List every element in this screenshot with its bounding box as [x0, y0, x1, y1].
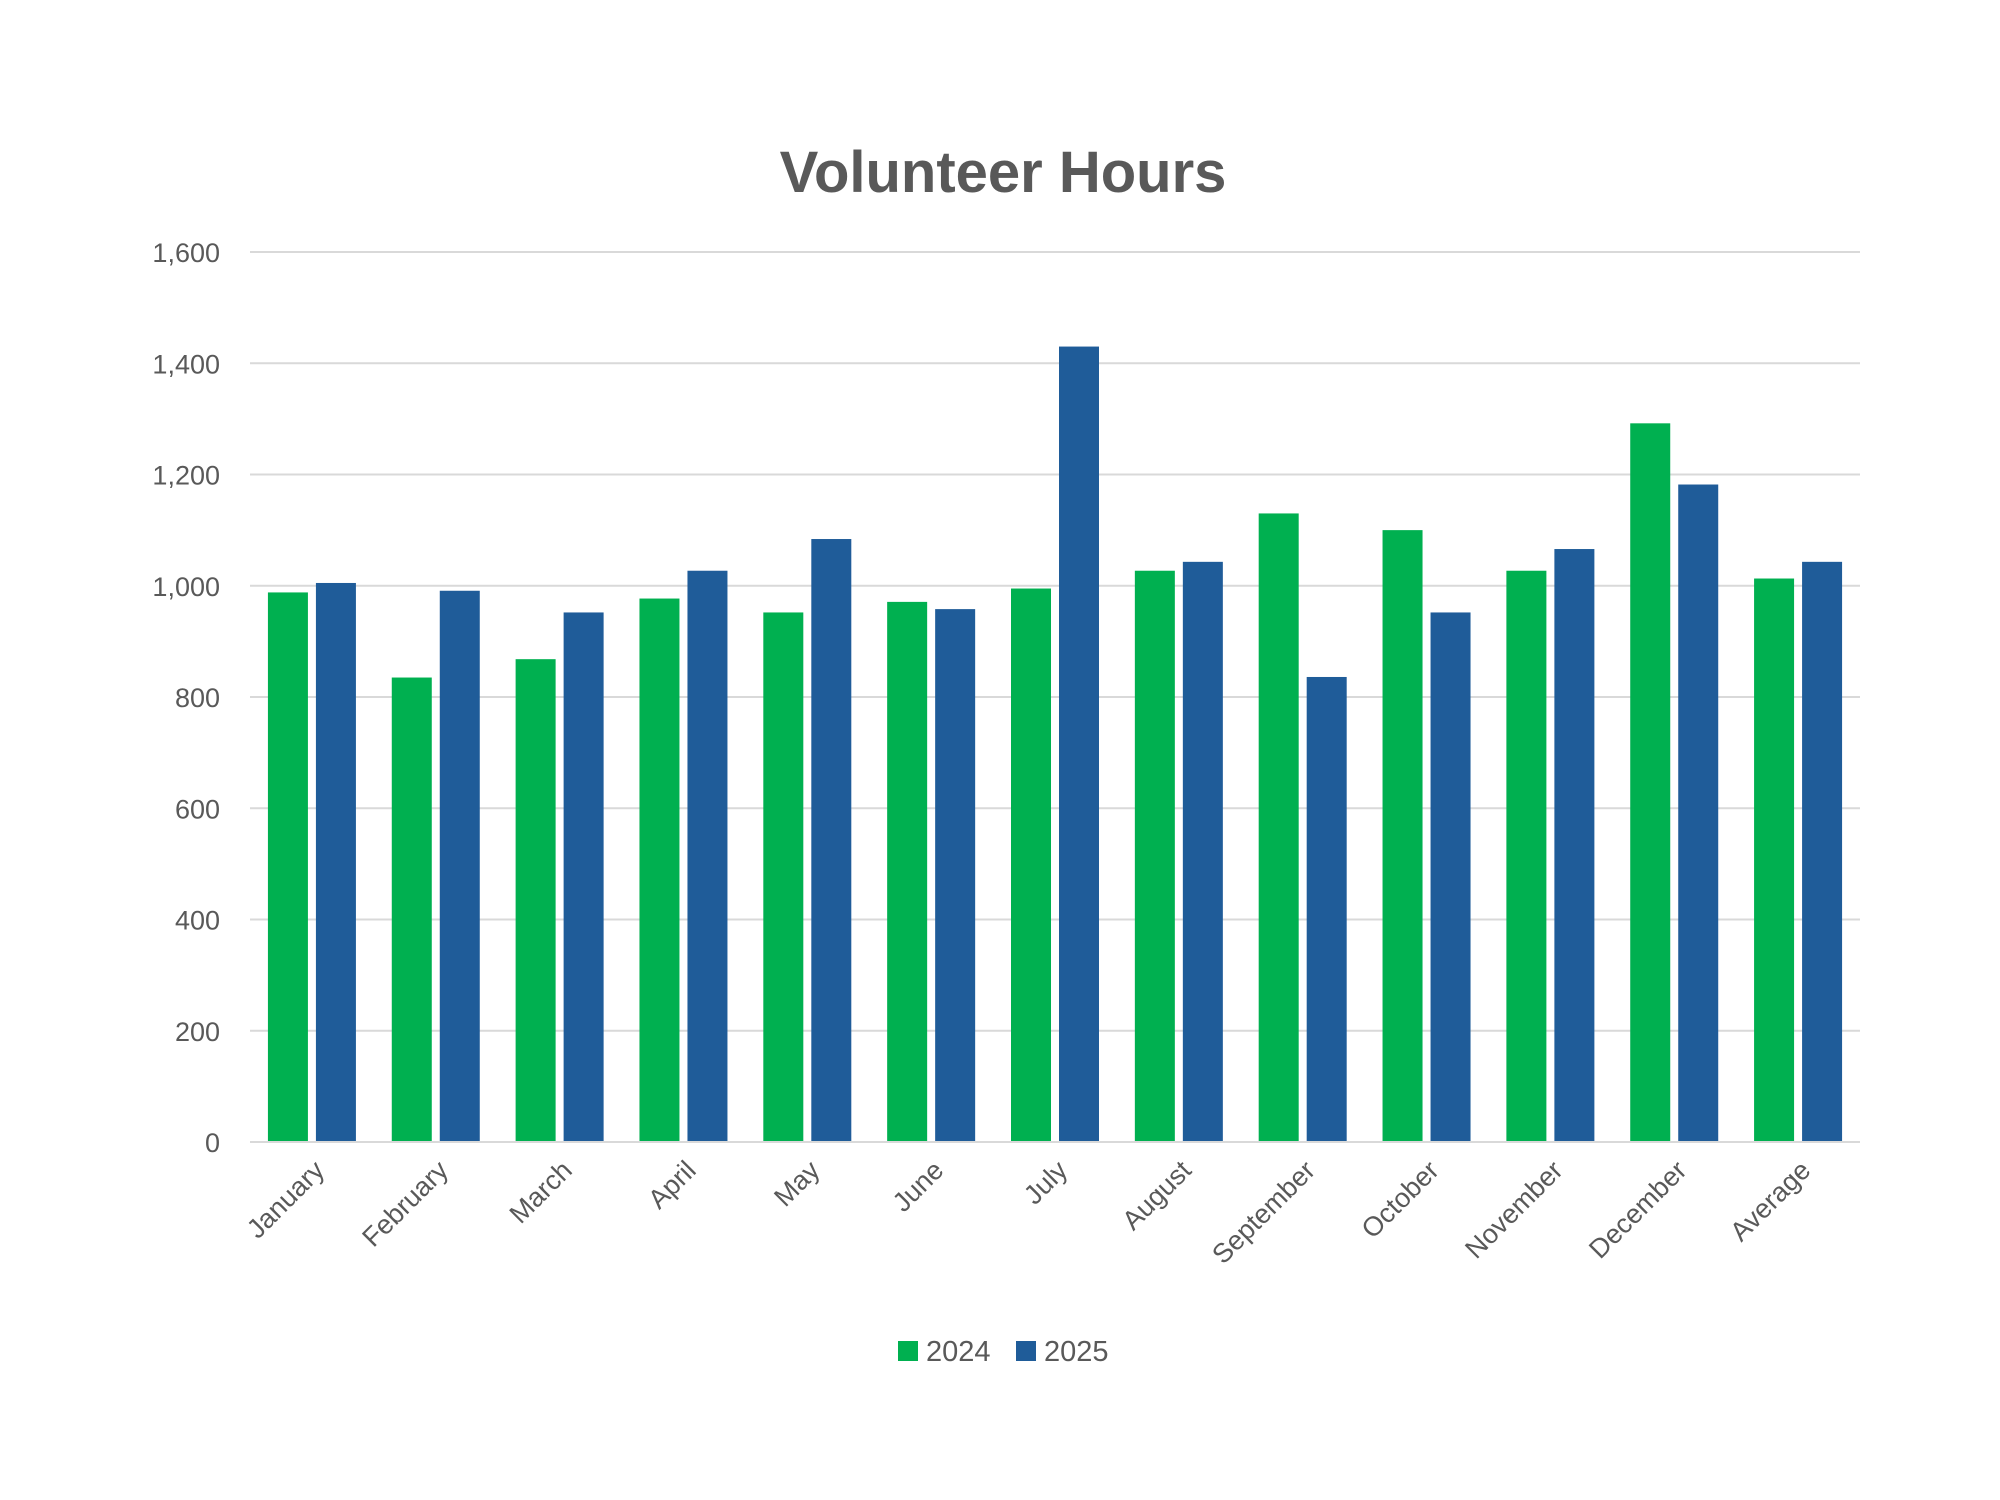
x-tick-label: November — [1459, 1155, 1568, 1264]
gridlines — [250, 251, 1860, 1032]
bar-2024-october — [1382, 530, 1423, 1142]
x-tick-label: Average — [1724, 1155, 1816, 1247]
bar-2025-december — [1678, 484, 1719, 1142]
legend-swatch-2025 — [1016, 1341, 1036, 1361]
bar-2024-august — [1134, 570, 1175, 1142]
bar-2025-february — [439, 590, 480, 1142]
bar-2024-february — [391, 677, 432, 1142]
legend-swatch-2024 — [898, 1341, 918, 1361]
bar-2024-january — [267, 592, 308, 1142]
x-tick-label: August — [1116, 1155, 1197, 1236]
bar-2025-november — [1554, 549, 1595, 1142]
legend-label-2024: 2024 — [926, 1336, 991, 1368]
bar-2024-november — [1506, 570, 1547, 1142]
x-tick-label: December — [1583, 1155, 1692, 1264]
bar-2025-january — [315, 582, 356, 1142]
x-tick-label: March — [504, 1155, 578, 1229]
x-tick-label: October — [1356, 1155, 1445, 1244]
bar-2025-october — [1430, 612, 1471, 1142]
bar-2024-july — [1011, 588, 1051, 1142]
bar-2024-march — [515, 659, 556, 1142]
bar-2024-may — [763, 612, 804, 1142]
bar-2025-may — [811, 539, 852, 1142]
bar-2024-september — [1258, 513, 1299, 1142]
x-tick-label: February — [356, 1155, 454, 1253]
bar-2024-average — [1754, 578, 1795, 1142]
x-axis-ticks: January February March April May June July Augu… — [241, 1155, 1816, 1270]
bars — [267, 346, 1843, 1142]
x-tick-label: September — [1206, 1155, 1321, 1270]
bar-2024-april — [639, 598, 680, 1142]
y-tick-label: 600 — [175, 794, 220, 824]
bar-2025-march — [563, 612, 604, 1142]
y-tick-label: 1,200 — [152, 461, 220, 491]
y-tick-label: 400 — [175, 906, 220, 936]
x-tick-label: January — [241, 1155, 330, 1244]
bar-2025-august — [1182, 561, 1223, 1142]
legend-label-2025: 2025 — [1044, 1336, 1109, 1368]
bar-2025-july — [1059, 346, 1099, 1142]
chart-title: Volunteer Hours — [780, 140, 1227, 205]
x-tick-label: April — [642, 1155, 701, 1214]
legend: 2024 2025 — [898, 1336, 1109, 1368]
y-tick-label: 200 — [175, 1017, 220, 1047]
x-tick-label: July — [1018, 1155, 1074, 1211]
x-tick-label: May — [768, 1155, 826, 1213]
y-tick-label: 1,600 — [152, 238, 220, 268]
y-tick-label: 0 — [205, 1128, 220, 1158]
bar-2025-april — [687, 570, 728, 1142]
x-tick-label: June — [887, 1155, 950, 1218]
bar-2024-june — [887, 601, 928, 1142]
y-tick-label: 1,000 — [152, 572, 220, 602]
y-axis-ticks: 0 200 400 600 800 1,000 1,200 1,400 1,600 — [152, 238, 220, 1158]
y-tick-label: 1,400 — [152, 349, 220, 379]
y-tick-label: 800 — [175, 683, 220, 713]
bar-2025-average — [1802, 561, 1843, 1142]
bar-2025-september — [1306, 676, 1347, 1142]
bar-2025-june — [935, 609, 976, 1142]
bar-2024-december — [1630, 423, 1671, 1142]
